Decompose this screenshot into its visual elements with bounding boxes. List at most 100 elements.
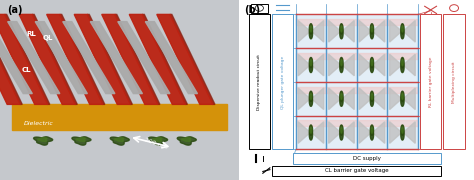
Polygon shape: [371, 127, 373, 133]
Polygon shape: [310, 93, 312, 100]
Text: (a): (a): [7, 5, 23, 15]
Polygon shape: [310, 57, 312, 68]
Polygon shape: [46, 14, 103, 104]
Polygon shape: [371, 93, 373, 100]
Polygon shape: [298, 122, 310, 143]
Polygon shape: [34, 137, 53, 145]
Polygon shape: [148, 137, 168, 145]
Bar: [249, 14, 270, 149]
Polygon shape: [371, 97, 373, 100]
Polygon shape: [153, 138, 162, 141]
Bar: [356, 19, 387, 25]
Polygon shape: [310, 96, 312, 106]
Polygon shape: [401, 62, 404, 73]
Polygon shape: [311, 88, 324, 110]
Bar: [296, 19, 326, 25]
Bar: [326, 14, 356, 48]
Polygon shape: [12, 104, 228, 130]
Bar: [296, 87, 326, 93]
Polygon shape: [402, 131, 403, 134]
Polygon shape: [38, 138, 47, 141]
Polygon shape: [87, 14, 132, 104]
Polygon shape: [0, 14, 48, 104]
Bar: [356, 87, 387, 93]
Polygon shape: [0, 14, 22, 104]
Polygon shape: [90, 22, 142, 94]
Text: (b): (b): [244, 5, 260, 15]
Bar: [296, 53, 326, 59]
Polygon shape: [370, 28, 374, 39]
Polygon shape: [342, 122, 354, 143]
Polygon shape: [328, 54, 341, 76]
Polygon shape: [359, 21, 371, 42]
Polygon shape: [157, 14, 213, 104]
Polygon shape: [403, 21, 415, 42]
Bar: [272, 166, 441, 175]
Polygon shape: [310, 24, 312, 34]
Polygon shape: [341, 63, 342, 67]
Polygon shape: [371, 131, 373, 134]
Text: Multiplexing circuit: Multiplexing circuit: [452, 61, 456, 103]
Polygon shape: [72, 137, 91, 145]
Polygon shape: [342, 21, 354, 42]
Text: Dielectric: Dielectric: [24, 121, 54, 126]
Polygon shape: [371, 60, 373, 66]
Text: RL barrier gate voltage: RL barrier gate voltage: [428, 57, 433, 107]
Polygon shape: [146, 22, 198, 94]
Text: QL plunger gate voltage: QL plunger gate voltage: [281, 55, 285, 109]
Polygon shape: [359, 54, 371, 76]
Polygon shape: [341, 93, 342, 100]
Polygon shape: [370, 96, 374, 106]
Polygon shape: [310, 91, 312, 102]
Polygon shape: [341, 60, 342, 66]
Polygon shape: [0, 22, 32, 94]
Polygon shape: [35, 22, 87, 94]
Polygon shape: [402, 97, 403, 100]
Bar: [387, 53, 418, 59]
Polygon shape: [401, 125, 404, 135]
Polygon shape: [182, 138, 191, 141]
Polygon shape: [401, 57, 404, 68]
Bar: [272, 14, 293, 149]
Bar: [387, 120, 418, 126]
Text: RL: RL: [26, 31, 36, 37]
Text: QL: QL: [43, 35, 53, 41]
Polygon shape: [170, 14, 215, 104]
Polygon shape: [310, 125, 312, 135]
Polygon shape: [310, 60, 312, 66]
Polygon shape: [310, 26, 312, 32]
Polygon shape: [390, 54, 402, 76]
Polygon shape: [142, 14, 187, 104]
Bar: [293, 153, 441, 164]
Bar: [296, 82, 326, 116]
Polygon shape: [310, 63, 311, 67]
Text: 200 nm: 200 nm: [144, 138, 168, 150]
Polygon shape: [19, 14, 75, 104]
Polygon shape: [32, 14, 77, 104]
Polygon shape: [373, 21, 385, 42]
Polygon shape: [60, 14, 105, 104]
Bar: [326, 87, 356, 93]
Polygon shape: [401, 91, 404, 102]
Polygon shape: [371, 63, 373, 67]
Polygon shape: [311, 122, 324, 143]
Polygon shape: [401, 127, 403, 133]
Polygon shape: [328, 122, 341, 143]
Polygon shape: [328, 88, 341, 110]
Polygon shape: [74, 14, 130, 104]
Bar: [326, 19, 356, 25]
Polygon shape: [373, 88, 385, 110]
Polygon shape: [373, 54, 385, 76]
Polygon shape: [370, 91, 374, 102]
Polygon shape: [401, 96, 404, 106]
Polygon shape: [340, 57, 343, 68]
Bar: [387, 48, 418, 82]
Polygon shape: [328, 21, 341, 42]
Polygon shape: [8, 22, 60, 94]
Polygon shape: [310, 62, 312, 73]
Polygon shape: [403, 122, 415, 143]
Text: Dispersive readout circuit: Dispersive readout circuit: [257, 54, 261, 110]
Text: DC supply: DC supply: [353, 156, 381, 161]
Bar: [326, 116, 356, 149]
Polygon shape: [390, 21, 402, 42]
